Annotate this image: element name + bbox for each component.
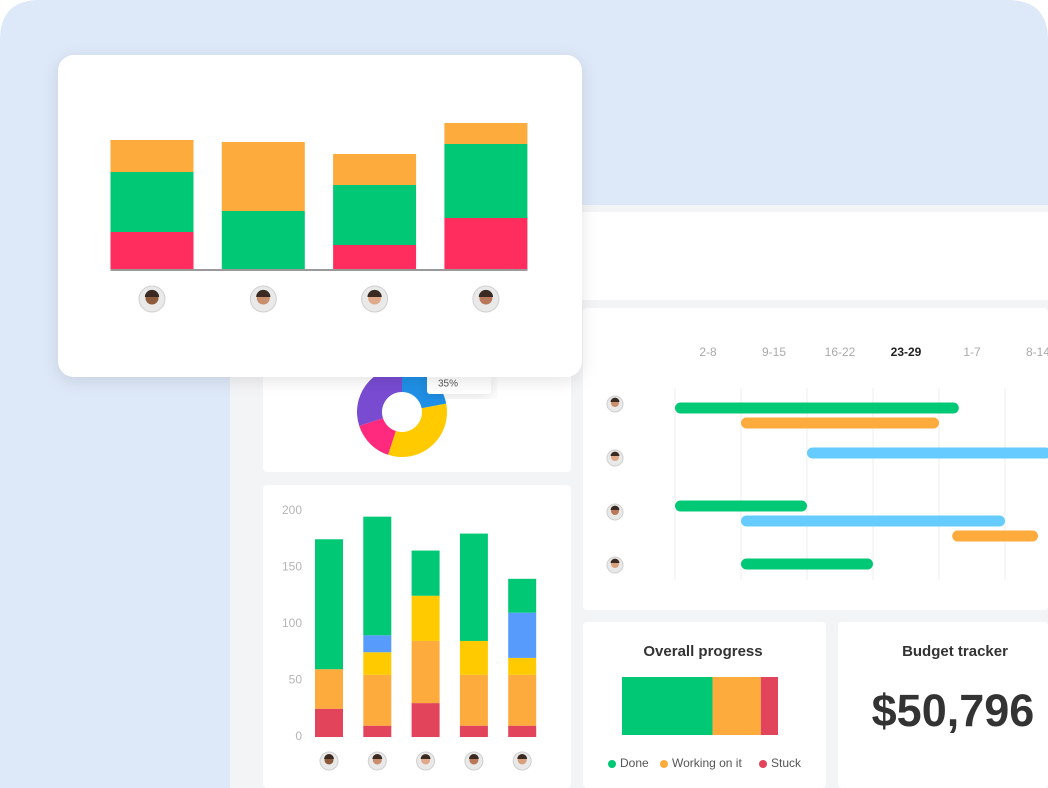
- bar-segment: [459, 533, 488, 641]
- bar-segment: [508, 725, 537, 737]
- week-label: 8-14: [1026, 345, 1048, 359]
- y-tick-label: 200: [282, 503, 302, 517]
- stacked-bar-chart: 0 50 100 150 200: [282, 503, 537, 771]
- legend-label: Working on it: [672, 756, 742, 770]
- avatar-hair: [324, 754, 334, 759]
- avatar-hair: [420, 754, 431, 759]
- progress-segment: [622, 677, 713, 735]
- bar-segment: [508, 578, 537, 613]
- bar-segment: [110, 172, 194, 232]
- bar-segment: [411, 640, 440, 704]
- bar-segment: [363, 516, 392, 636]
- bar-segment: [411, 595, 440, 641]
- gantt-bar: [741, 417, 939, 429]
- progress-segment: [712, 677, 761, 735]
- budget-value: $50,796: [872, 685, 1035, 736]
- progress-segment: [760, 677, 778, 735]
- week-label: 2-8: [699, 345, 717, 359]
- bar-segment: [444, 218, 528, 270]
- bar-segment: [508, 674, 537, 726]
- avatar-hair: [610, 505, 620, 510]
- week-label: 16-22: [825, 345, 856, 359]
- bar-segment: [444, 144, 528, 218]
- avatar-hair: [517, 754, 528, 759]
- avatar-hair: [610, 451, 620, 456]
- gantt-card: [583, 308, 1048, 610]
- bar-segment: [508, 612, 537, 658]
- avatar-hair: [367, 289, 382, 297]
- avatar-hair: [144, 289, 160, 297]
- legend-dot: [608, 760, 616, 768]
- gantt-bar: [675, 402, 959, 414]
- avatar-hair: [256, 289, 271, 297]
- bar-segment: [459, 674, 488, 726]
- y-tick-label: 100: [282, 616, 302, 630]
- bar-segment: [333, 154, 417, 185]
- gantt-bar: [675, 500, 807, 512]
- avatar-hair: [372, 754, 383, 759]
- week-label: 23-29: [891, 345, 922, 359]
- bar-segment: [315, 708, 343, 737]
- tooltip-label: 35%: [438, 379, 458, 390]
- bar-segment: [110, 232, 194, 270]
- legend-label: Done: [620, 756, 649, 770]
- gantt-bar: [741, 515, 1005, 527]
- gantt-bar: [807, 447, 1048, 459]
- bar-segment: [221, 211, 305, 270]
- y-tick-label: 50: [289, 673, 303, 687]
- bar-segment: [315, 539, 343, 670]
- gantt-chart: 2-8 9-15 16-22 23-29 1-7 8-14: [606, 345, 1048, 580]
- bar-segment: [333, 185, 417, 245]
- bar-segment: [363, 635, 392, 653]
- avatar-hair: [478, 289, 494, 297]
- donut-segment: [388, 403, 447, 458]
- bar-segment: [110, 140, 194, 172]
- bar-segment: [444, 123, 528, 144]
- gantt-bar: [741, 558, 873, 570]
- avatar-hair: [468, 754, 479, 759]
- legend-label: Stuck: [771, 756, 802, 770]
- progress-chart: Overall progress Done Working on it Stuck: [608, 643, 802, 770]
- legend-dot: [660, 760, 668, 768]
- bar-segment: [459, 725, 488, 737]
- avatar-hair: [610, 397, 620, 402]
- bar-segment: [333, 245, 417, 270]
- donut-segment: [357, 367, 402, 426]
- floating-bar-chart: [110, 123, 528, 313]
- gantt-bar: [952, 530, 1038, 542]
- bar-segment: [363, 725, 392, 737]
- bar-segment: [315, 669, 343, 709]
- week-label: 1-7: [963, 345, 981, 359]
- bar-segment: [363, 674, 392, 726]
- bar-segment: [363, 652, 392, 675]
- donut-segment: [402, 367, 447, 409]
- chart-title: Overall progress: [643, 643, 762, 660]
- week-label: 9-15: [762, 345, 786, 359]
- bar-segment: [411, 703, 440, 737]
- legend-dot: [759, 760, 767, 768]
- budget-card: [838, 622, 1048, 788]
- y-tick-label: 150: [282, 560, 302, 574]
- bar-segment: [411, 550, 440, 596]
- bar-segment: [459, 640, 488, 675]
- y-tick-label: 0: [295, 729, 302, 743]
- avatar-hair: [610, 558, 620, 563]
- budget-title: Budget tracker: [902, 643, 1008, 660]
- bar-segment: [221, 142, 305, 211]
- bar-segment: [508, 657, 537, 675]
- donut-segment: [359, 418, 396, 455]
